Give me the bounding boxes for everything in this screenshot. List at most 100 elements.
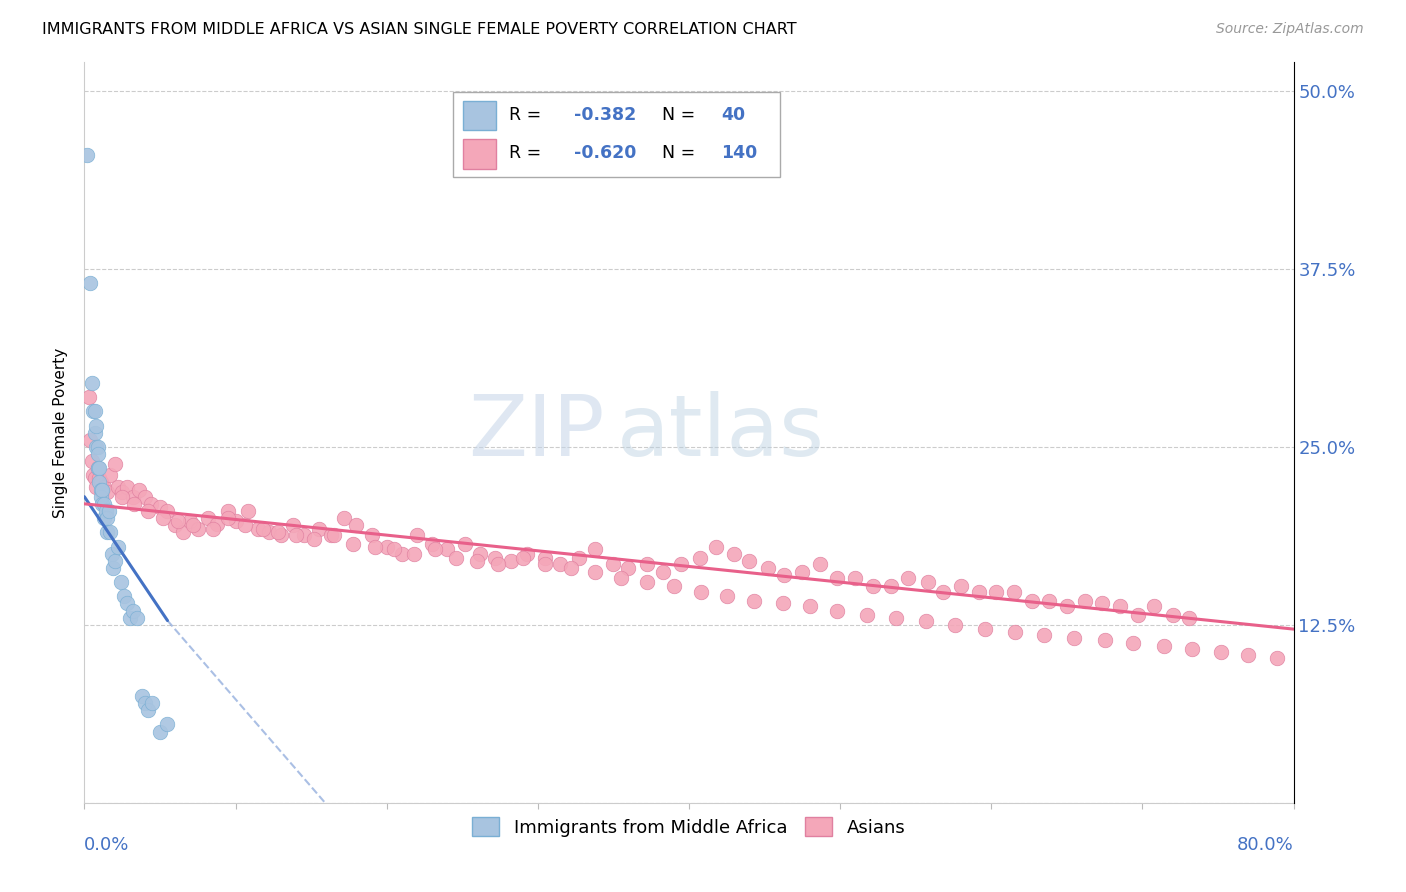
- Point: [402, 547, 425, 561]
- Point: [86, 480, 108, 494]
- Point: [1126, 607, 1149, 622]
- Point: [1153, 639, 1175, 653]
- Point: [1004, 624, 1026, 639]
- Point: [484, 550, 506, 565]
- Point: [149, 724, 172, 739]
- Point: [636, 575, 658, 590]
- Text: ZIP: ZIP: [468, 391, 605, 475]
- Point: [1161, 607, 1184, 622]
- Point: [550, 557, 572, 571]
- Point: [967, 585, 990, 599]
- Point: [136, 703, 159, 717]
- Point: [80, 454, 103, 468]
- Point: [662, 579, 685, 593]
- Point: [1074, 593, 1097, 607]
- Point: [1108, 599, 1130, 614]
- Point: [134, 490, 156, 504]
- Point: [128, 483, 150, 497]
- Point: [825, 571, 848, 585]
- Point: [360, 528, 382, 542]
- Point: [292, 528, 315, 542]
- Text: atlas: atlas: [616, 391, 824, 475]
- Y-axis label: Single Female Poverty: Single Female Poverty: [53, 348, 69, 517]
- Point: [97, 504, 120, 518]
- Point: [738, 554, 761, 568]
- Point: [444, 550, 467, 565]
- Point: [207, 516, 229, 531]
- Point: [915, 614, 938, 628]
- Point: [346, 518, 368, 533]
- Point: [257, 525, 280, 540]
- Point: [115, 480, 138, 494]
- Point: [111, 485, 134, 500]
- Point: [90, 490, 112, 504]
- Point: [76, 148, 98, 162]
- Point: [943, 617, 966, 632]
- Point: [127, 610, 149, 624]
- Point: [93, 511, 115, 525]
- Point: [136, 504, 159, 518]
- Point: [91, 497, 114, 511]
- Point: [82, 468, 104, 483]
- Point: [602, 557, 624, 571]
- Point: [233, 518, 256, 533]
- Point: [512, 550, 534, 565]
- Point: [799, 599, 821, 614]
- Point: [436, 542, 458, 557]
- Point: [516, 547, 538, 561]
- Point: [1002, 585, 1025, 599]
- Point: [79, 276, 101, 290]
- Point: [84, 404, 107, 418]
- Point: [716, 590, 738, 604]
- Point: [488, 557, 510, 571]
- Point: [149, 500, 172, 514]
- Point: [118, 610, 141, 624]
- Point: [856, 607, 879, 622]
- Point: [107, 540, 129, 554]
- Point: [156, 504, 179, 518]
- Point: [201, 523, 224, 537]
- Point: [810, 557, 832, 571]
- Point: [534, 557, 557, 571]
- Point: [1143, 599, 1166, 614]
- Point: [217, 511, 239, 525]
- Point: [89, 471, 111, 485]
- Point: [454, 536, 477, 550]
- Point: [87, 440, 110, 454]
- Point: [86, 440, 108, 454]
- Point: [689, 550, 711, 565]
- Text: 80.0%: 80.0%: [1237, 836, 1294, 855]
- Point: [87, 447, 110, 461]
- Point: [391, 547, 413, 561]
- Point: [690, 585, 713, 599]
- Point: [984, 585, 1007, 599]
- Point: [107, 480, 129, 494]
- Point: [96, 525, 118, 540]
- Point: [247, 523, 270, 537]
- Point: [950, 579, 973, 593]
- Point: [1237, 648, 1260, 662]
- Point: [285, 528, 308, 542]
- Point: [423, 542, 446, 557]
- Text: Source: ZipAtlas.com: Source: ZipAtlas.com: [1216, 22, 1364, 37]
- Point: [172, 525, 194, 540]
- Point: [98, 525, 121, 540]
- Point: [862, 579, 884, 593]
- Point: [236, 504, 259, 518]
- Point: [87, 461, 110, 475]
- Point: [110, 575, 132, 590]
- Point: [267, 525, 290, 540]
- Point: [1094, 633, 1116, 648]
- Point: [342, 536, 364, 550]
- Point: [104, 457, 127, 471]
- Point: [756, 561, 779, 575]
- Point: [112, 590, 135, 604]
- Point: [84, 471, 107, 485]
- Point: [100, 547, 122, 561]
- Point: [308, 523, 330, 537]
- Point: [104, 554, 127, 568]
- Point: [1209, 645, 1232, 659]
- Point: [82, 404, 104, 418]
- Point: [225, 514, 247, 528]
- Point: [880, 579, 903, 593]
